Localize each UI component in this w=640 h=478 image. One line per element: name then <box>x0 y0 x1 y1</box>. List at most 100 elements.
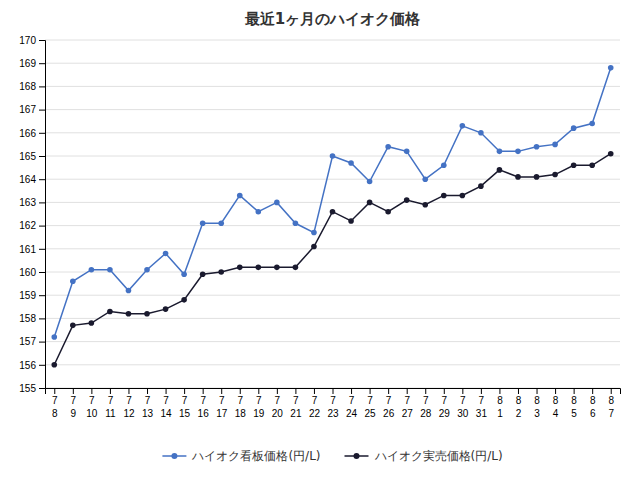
x-tick-label-part: 26 <box>383 408 395 419</box>
y-tick-mark <box>39 342 45 343</box>
x-tick: 719 <box>253 388 265 419</box>
x-tick-label-part: 7 <box>163 395 169 406</box>
x-tick-mark <box>221 388 222 394</box>
point <box>293 265 299 271</box>
x-tick: 721 <box>290 388 302 419</box>
x-tick-mark <box>574 388 575 394</box>
point <box>218 269 224 275</box>
point <box>552 142 558 148</box>
x-tick-label-part: 7 <box>330 395 336 406</box>
x-tick-label: 726 <box>383 395 395 419</box>
y-tick-mark <box>39 295 45 296</box>
y-tick-label: 162 <box>19 220 36 231</box>
x-tick-label-part: 27 <box>402 408 414 419</box>
x-tick: 711 <box>105 388 116 419</box>
x-tick-mark <box>128 388 129 394</box>
point <box>274 200 280 206</box>
point <box>608 151 614 157</box>
grid-line <box>45 179 620 180</box>
x-tick: 85 <box>571 388 577 419</box>
point <box>515 149 521 155</box>
x-tick: 722 <box>309 388 321 419</box>
y-tick-mark <box>39 318 45 319</box>
y-tick-mark <box>39 388 45 389</box>
x-tick-label-part: 13 <box>142 408 154 419</box>
x-tick-label-part: 7 <box>89 395 95 406</box>
y-tick: 166 <box>19 128 45 139</box>
x-tick-label: 720 <box>272 395 284 419</box>
y-tick-mark <box>39 179 45 180</box>
x-tick-label: 727 <box>402 395 414 419</box>
x-tick-label-part: 7 <box>71 395 77 406</box>
grid-line <box>45 295 620 296</box>
grid-line <box>45 202 620 203</box>
grid-line <box>45 341 620 342</box>
grid-line <box>45 40 620 41</box>
x-tick-label-part: 30 <box>457 408 469 419</box>
x-tick-label-part: 19 <box>253 408 265 419</box>
point <box>460 193 466 199</box>
point <box>237 265 243 271</box>
x-tick-label: 721 <box>290 395 302 419</box>
x-tick-label: 87 <box>608 395 614 419</box>
y-tick-mark <box>39 272 45 273</box>
x-tick-label: 79 <box>71 395 77 419</box>
point <box>478 183 484 189</box>
point <box>330 209 336 215</box>
x-axis-line <box>46 389 621 395</box>
point <box>534 144 540 150</box>
point <box>144 311 150 317</box>
point <box>589 121 595 127</box>
x-tick: 716 <box>198 388 210 419</box>
x-tick-label-part: 18 <box>235 408 247 419</box>
x-tick-mark <box>110 388 111 394</box>
x-tick-label-part: 8 <box>590 395 596 406</box>
grid-line <box>45 86 620 87</box>
point <box>256 209 262 215</box>
point <box>107 309 113 315</box>
x-tick-label-part: 17 <box>216 408 228 419</box>
x-tick-label-part: 6 <box>590 408 596 419</box>
point <box>181 272 187 278</box>
x-tick-label: 78 <box>52 395 58 419</box>
x-tick-label: 85 <box>571 395 577 419</box>
y-tick: 165 <box>19 151 45 162</box>
x-tick-mark <box>258 388 259 394</box>
legend-label: ハイオク看板価格(円/L) <box>191 449 320 463</box>
point <box>89 320 95 326</box>
point <box>571 162 577 168</box>
y-tick: 161 <box>19 244 45 255</box>
x-tick-label: 717 <box>216 395 228 419</box>
y-tick-label: 155 <box>19 383 36 394</box>
y-tick-mark <box>39 365 45 366</box>
x-tick-label-part: 7 <box>52 395 58 406</box>
y-axis: 1551561571581591601611621631641651661671… <box>19 35 45 394</box>
point <box>515 174 521 180</box>
x-tick-mark <box>499 388 500 394</box>
x-tick-label-part: 14 <box>161 408 173 419</box>
x-tick-label: 711 <box>105 395 116 419</box>
point <box>89 267 95 273</box>
x-tick: 727 <box>402 388 414 419</box>
y-tick: 159 <box>19 290 45 301</box>
point <box>385 144 391 150</box>
y-tick: 157 <box>19 336 45 347</box>
point <box>311 230 317 236</box>
x-tick-label-part: 7 <box>423 395 429 406</box>
point <box>348 218 354 224</box>
x-tick-label-part: 7 <box>404 395 410 406</box>
x-tick-label: 713 <box>142 395 154 419</box>
x-tick-mark <box>240 388 241 394</box>
legend-label: ハイオク実売価格(円/L) <box>374 449 503 463</box>
y-tick-label: 166 <box>19 128 36 139</box>
x-tick-label: 731 <box>476 395 488 419</box>
x-tick-label-part: 7 <box>349 395 355 406</box>
x-tick-label: 725 <box>365 395 377 419</box>
x-tick-label: 719 <box>253 395 265 419</box>
x-tick-label: 710 <box>86 395 98 419</box>
x-tick-label-part: 8 <box>516 395 522 406</box>
x-tick-label: 714 <box>161 395 173 419</box>
x-tick-mark <box>462 388 463 394</box>
x-tick: 725 <box>365 388 377 419</box>
plot: 1551561571581591601611621631641651661671… <box>19 35 620 419</box>
